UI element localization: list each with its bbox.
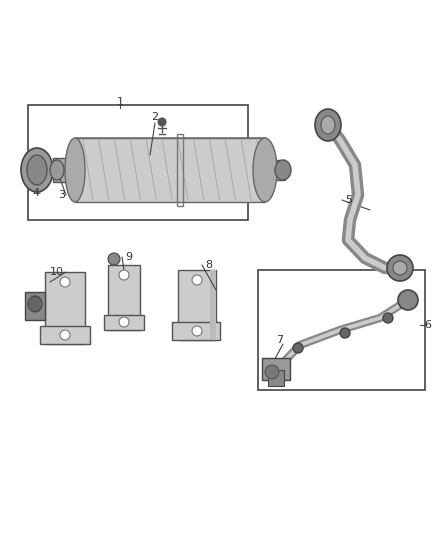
Bar [262,358,290,380]
Ellipse shape [275,160,291,180]
Ellipse shape [28,296,42,312]
Ellipse shape [253,138,277,202]
Ellipse shape [340,328,350,338]
Text: 3: 3 [59,190,66,200]
Text: 5: 5 [345,195,352,205]
Bar [28,105,248,220]
Ellipse shape [60,277,70,287]
Bar [108,265,140,330]
Ellipse shape [21,148,53,192]
Bar [25,292,45,320]
Text: 10: 10 [50,267,64,277]
Bar [177,134,183,206]
Bar [172,322,220,340]
Ellipse shape [321,116,335,134]
Ellipse shape [60,330,70,340]
Text: 7: 7 [276,335,283,345]
Ellipse shape [383,313,393,323]
Ellipse shape [265,365,279,379]
Text: 6: 6 [424,320,431,330]
Bar [258,270,425,390]
Text: 2: 2 [152,112,159,122]
Ellipse shape [158,118,166,126]
Ellipse shape [119,317,129,327]
Ellipse shape [50,160,64,180]
Bar [53,158,75,182]
Bar [267,160,285,180]
Text: 4: 4 [32,188,39,198]
Text: 1: 1 [117,97,124,107]
Ellipse shape [192,326,202,336]
FancyBboxPatch shape [75,138,265,202]
Ellipse shape [387,255,413,281]
Ellipse shape [119,270,129,280]
Ellipse shape [293,343,303,353]
Ellipse shape [398,290,418,310]
Ellipse shape [108,253,120,265]
Bar [45,272,85,344]
Bar [40,326,90,344]
Bar [268,370,284,386]
Text: 9: 9 [125,252,132,262]
Bar [45,162,55,178]
Ellipse shape [315,109,341,141]
Bar [210,270,216,340]
Ellipse shape [393,261,407,275]
Ellipse shape [36,158,54,182]
Text: 8: 8 [205,260,212,270]
Ellipse shape [192,275,202,285]
Ellipse shape [27,155,47,185]
Bar [104,315,144,330]
Bar [75,138,265,202]
Bar [178,270,216,340]
Ellipse shape [65,138,85,202]
